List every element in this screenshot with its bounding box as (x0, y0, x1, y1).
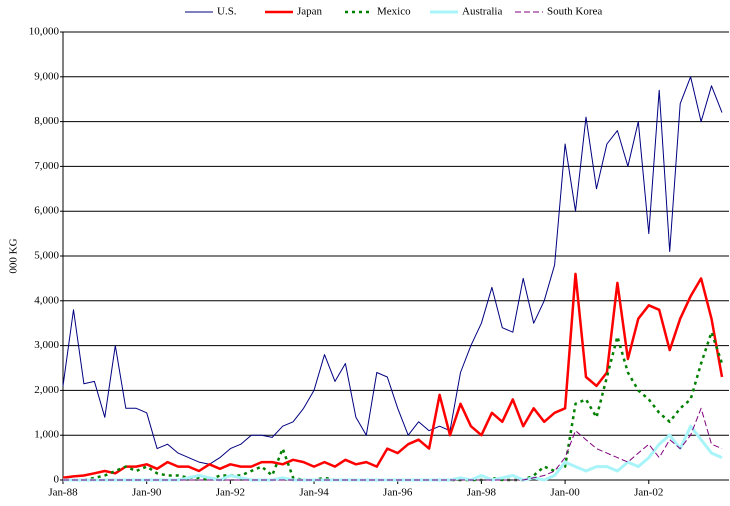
legend-label: South Korea (547, 6, 602, 18)
y-tick-label: 7,000 (34, 160, 59, 172)
series-line (62, 272, 724, 480)
x-tick-label: Jan-88 (48, 487, 78, 499)
y-tick-label: 5,000 (34, 250, 59, 262)
x-tick-label: Jan-00 (550, 487, 580, 499)
x-tick-label: Jan-02 (634, 487, 663, 499)
y-tick-label: 9,000 (34, 70, 59, 82)
series-line (63, 424, 723, 482)
y-tick-label: 6,000 (34, 205, 59, 217)
legend-label: Japan (297, 6, 323, 18)
y-tick-label: 3,000 (34, 339, 59, 351)
x-tick-label: Jan-92 (216, 487, 245, 499)
y-tick-label: 8,000 (34, 115, 59, 127)
legend-label: Mexico (377, 6, 411, 18)
legend-label: U.S. (217, 6, 237, 18)
x-tick-label: Jan-94 (299, 487, 329, 499)
y-tick-label: 0 (54, 474, 60, 486)
legend-label: Australia (462, 6, 502, 18)
y-tick-label: 1,000 (34, 429, 59, 441)
y-axis-label: 000 KG (8, 238, 20, 273)
series-line (63, 407, 723, 481)
y-tick-label: 2,000 (34, 384, 59, 396)
series-line (63, 330, 724, 482)
x-tick-label: Jan-98 (467, 487, 497, 499)
y-tick-label: 4,000 (34, 294, 59, 306)
x-tick-label: Jan-90 (132, 487, 162, 499)
series-line (62, 76, 723, 465)
y-tick-label: 10,000 (29, 26, 60, 38)
x-tick-label: Jan-96 (383, 487, 413, 499)
